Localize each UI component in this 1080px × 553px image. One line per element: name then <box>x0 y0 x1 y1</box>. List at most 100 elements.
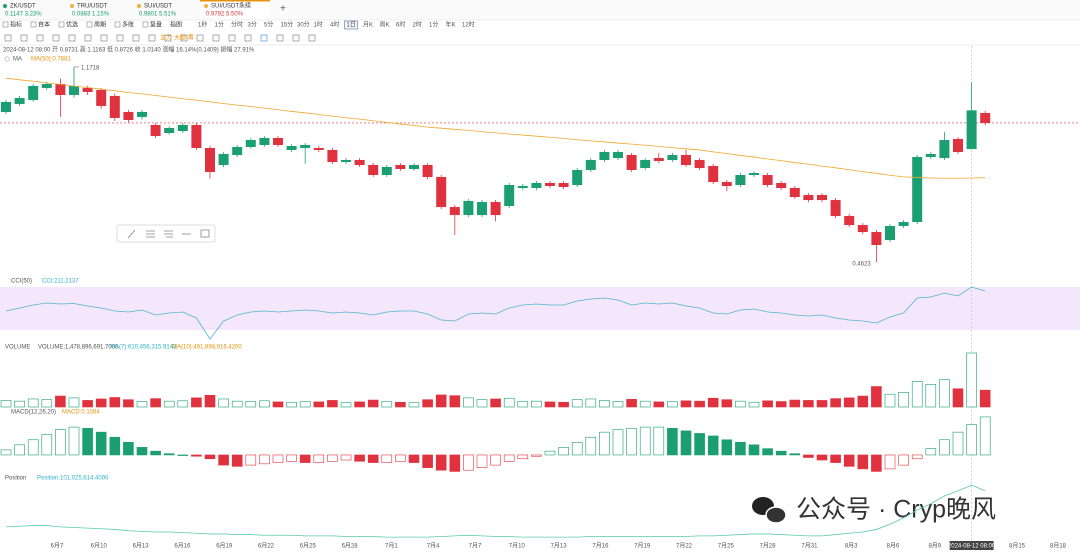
candle-body <box>463 201 474 216</box>
interval-button[interactable]: 月K <box>363 22 373 29</box>
volume-bar <box>408 402 420 408</box>
interval-button[interactable]: 15分 <box>281 21 294 29</box>
drawing-tool[interactable] <box>148 34 156 42</box>
drawing-tool[interactable] <box>212 34 220 42</box>
drawing-tool[interactable] <box>260 34 268 42</box>
macd-bar <box>939 439 950 456</box>
interval-button[interactable]: 分时 <box>231 21 243 29</box>
interval-button[interactable]: 1时 <box>314 21 323 29</box>
interval-button[interactable]: 1秒 <box>198 21 207 29</box>
macd-bar <box>367 454 379 463</box>
macd-bar <box>626 428 637 456</box>
volume-bar <box>123 399 134 408</box>
tool-label[interactable]: 筹 <box>188 34 194 42</box>
drawing-tool[interactable] <box>84 34 92 42</box>
drawing-tool[interactable] <box>52 34 60 42</box>
candle-body <box>585 159 596 170</box>
toolbar-icon <box>30 21 37 28</box>
position-line <box>5 484 986 538</box>
drawing-tool[interactable] <box>308 34 316 42</box>
tab-icon <box>204 4 208 8</box>
macd-bar <box>27 439 39 456</box>
volume-bar <box>354 401 365 408</box>
toolbar-button[interactable]: 自本 <box>38 21 50 29</box>
volume-bar <box>109 397 121 408</box>
toolbar-icon <box>58 21 65 28</box>
drawing-tool[interactable] <box>180 34 188 42</box>
eye-icon[interactable] <box>4 56 10 62</box>
volume-bar <box>626 399 637 408</box>
x-axis-label: 7月10 <box>509 543 526 550</box>
macd-bar <box>231 454 243 467</box>
interval-button[interactable]: 12时 <box>462 21 475 29</box>
interval-button[interactable]: 1分 <box>215 21 224 29</box>
drawing-tool[interactable] <box>100 34 108 42</box>
volume-bar <box>966 352 977 408</box>
candle-body <box>776 183 787 189</box>
drawing-tool[interactable] <box>116 34 124 42</box>
drawing-tool[interactable] <box>20 34 28 42</box>
interval-button[interactable]: 5分 <box>264 21 273 29</box>
macd-bar <box>435 454 447 471</box>
drawing-tool[interactable] <box>292 34 300 42</box>
tool-label[interactable]: 大额 <box>174 34 186 42</box>
toolbar-button[interactable]: 多账 <box>122 21 134 29</box>
drawing-tool[interactable] <box>68 34 76 42</box>
cci-line <box>5 286 986 340</box>
cci-band <box>0 287 1080 330</box>
macd-bar <box>558 447 569 456</box>
floating-toolbar[interactable] <box>116 224 216 243</box>
toolbar-button[interactable]: 复盘 <box>150 21 162 29</box>
drawing-tool[interactable] <box>36 34 44 42</box>
toolbar-button[interactable]: 优选 <box>66 21 78 29</box>
drawing-tool[interactable] <box>132 34 140 42</box>
drawing-tool[interactable] <box>276 34 284 42</box>
volume-bar <box>707 397 719 408</box>
volume-bar <box>0 400 12 408</box>
macd-bar <box>612 429 624 456</box>
volume-bar <box>571 399 583 408</box>
interval-button[interactable]: 4时 <box>330 21 339 29</box>
volume-bar <box>517 401 529 408</box>
drawing-tool[interactable] <box>196 34 204 42</box>
active-tab[interactable] <box>200 0 270 20</box>
interval-button[interactable]: 1分 <box>429 21 438 29</box>
candle-body <box>436 177 447 208</box>
candle-body <box>313 148 324 150</box>
tab-symbol[interactable]: SUI/USDT <box>144 4 172 10</box>
interval-button[interactable]: 3分 <box>248 21 257 29</box>
interval-button[interactable]: 30分 <box>297 21 310 29</box>
tab-symbol[interactable]: TRU/USDT <box>77 4 108 10</box>
interval-button[interactable]: 6时 <box>396 21 405 29</box>
volume-bar <box>55 395 66 408</box>
drawing-tool[interactable] <box>4 34 12 42</box>
toolbar-button[interactable]: 指标 <box>10 21 22 29</box>
interval-button[interactable]: 年K <box>446 21 456 29</box>
drawing-tool[interactable] <box>164 34 172 42</box>
macd-bar <box>109 436 121 456</box>
interval-button[interactable]: 1日 <box>347 22 356 29</box>
volume-bar <box>381 401 393 408</box>
tab-symbol[interactable]: SUI/USDT永续 <box>211 2 251 10</box>
macd-bar <box>762 448 773 456</box>
candle-body <box>681 154 691 165</box>
macd-bar <box>721 439 733 456</box>
drawing-tool[interactable] <box>228 34 236 42</box>
candle-body <box>341 159 351 162</box>
x-axis-label: 8月9 <box>928 543 941 550</box>
volume-bar <box>367 399 379 408</box>
candle-body <box>205 148 215 173</box>
macd-bar <box>327 454 338 462</box>
interval-button[interactable]: 周K <box>380 22 390 29</box>
chart-type[interactable]: 指图 <box>170 21 182 29</box>
macd-bar <box>259 454 270 465</box>
position-label: Position:101,025,614.4000 <box>37 476 109 482</box>
drawing-tool[interactable] <box>244 34 252 42</box>
macd-bar <box>966 424 977 456</box>
add-tab[interactable]: + <box>280 4 286 15</box>
interval-button[interactable]: 2时 <box>413 21 422 29</box>
macd-bar <box>272 454 284 463</box>
toolbar-button[interactable]: 周期 <box>94 21 106 29</box>
tab-symbol[interactable]: ZK/USDT <box>10 4 36 10</box>
tool-label[interactable]: 主力 <box>160 34 172 42</box>
